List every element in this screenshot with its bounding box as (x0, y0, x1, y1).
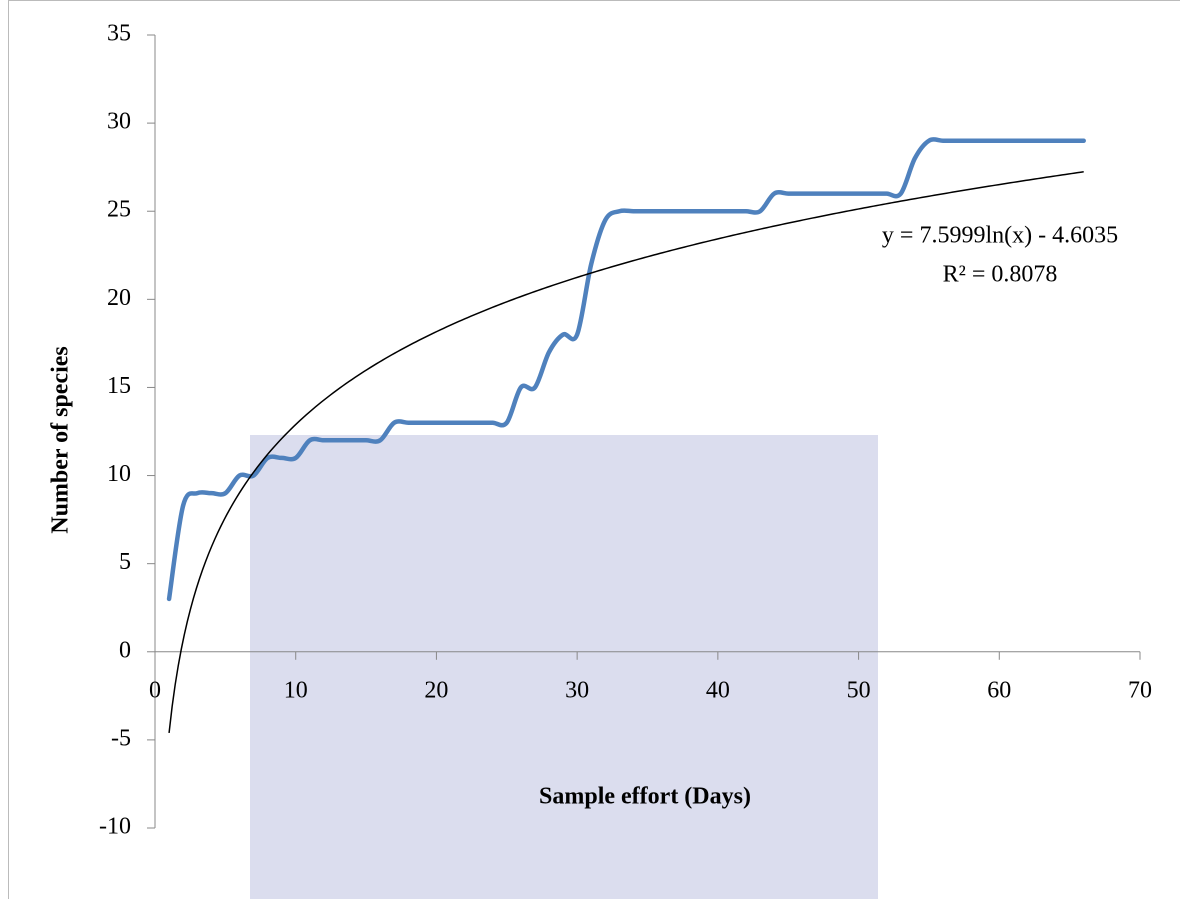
x-tick-label: 50 (847, 677, 871, 703)
y-tick-label: 10 (107, 461, 131, 487)
y-tick-label: -5 (111, 725, 131, 751)
x-tick-label: 10 (284, 677, 308, 703)
watermark (250, 435, 878, 899)
y-tick-label: -10 (99, 814, 131, 840)
trendline (168, 171, 1084, 733)
y-tick-label: 30 (107, 109, 131, 135)
y-axis-title: Number of species (48, 346, 74, 534)
series-line (166, 137, 1086, 602)
trend-equation: y = 7.5999ln(x) - 4.6035 (882, 223, 1118, 249)
x-tick-label: 20 (424, 677, 448, 703)
x-tick-label: 0 (149, 677, 161, 703)
trend-r-squared: R² = 0.8078 (943, 262, 1058, 288)
x-tick-label: 60 (987, 677, 1011, 703)
y-tick-label: 5 (119, 549, 131, 575)
y-tick-label: 20 (107, 285, 131, 311)
x-axis-title: Sample effort (Days) (539, 784, 751, 810)
x-tick-label: 30 (565, 677, 589, 703)
x-tick-label: 40 (706, 677, 730, 703)
y-tick-label: 25 (107, 197, 131, 223)
y-tick-label: 15 (107, 373, 131, 399)
x-tick-label: 70 (1128, 677, 1152, 703)
y-tick-label: 35 (107, 21, 131, 47)
y-tick-label: 0 (119, 637, 131, 663)
